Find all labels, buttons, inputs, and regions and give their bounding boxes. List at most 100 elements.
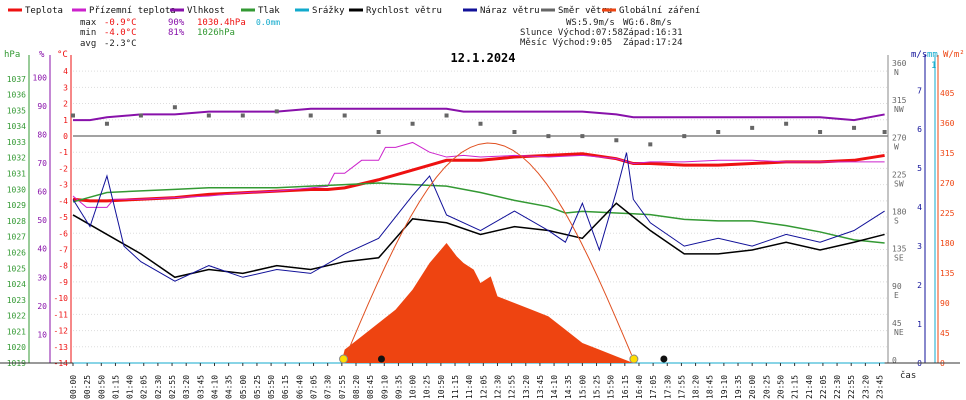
pressure-tick: 1029 [7, 201, 26, 210]
temp-tick: 2 [63, 100, 68, 109]
radiation-tick: 90 [940, 299, 950, 308]
wind-dir-point [410, 121, 415, 126]
legend-label: Globální záření [619, 6, 700, 16]
x-tick-label: 13:45 [536, 375, 545, 399]
x-tick-label: 02:30 [154, 375, 163, 399]
x-tick-label: 08:20 [352, 375, 361, 399]
hum-tick: 40 [37, 245, 47, 254]
hum-tick: 10 [37, 330, 47, 339]
x-tick-label: 11:40 [465, 375, 474, 399]
x-tick-label: 22:05 [819, 375, 828, 399]
legend-label: Tlak [258, 6, 280, 16]
x-tick-label: 18:45 [706, 375, 715, 399]
temp-tick: -5 [58, 213, 68, 222]
stats-max-temp: -0.9°C [104, 18, 137, 28]
x-tick-label: 07:55 [338, 375, 347, 399]
sun-set-info: Západ:16:31 [623, 28, 683, 38]
wind-dir-point [882, 130, 887, 134]
x-tick-label: 07:30 [324, 375, 333, 399]
wind-dir-point [784, 121, 789, 126]
stats-min-label: min [80, 28, 96, 38]
legend-label: Náraz větru [480, 6, 540, 16]
stats-min-hum: 81% [168, 28, 185, 38]
wind-dir-label: S [894, 217, 899, 226]
x-tick-label: 19:35 [734, 375, 743, 399]
legend: Teplota Přízemní teplota Vlhkost Tlak Srážky… [8, 6, 700, 16]
x-tick-label: 23:20 [861, 375, 870, 399]
x-tick-label: 05:25 [253, 375, 262, 399]
x-tick-label: 10:50 [437, 375, 446, 399]
chart-title: 12.1.2024 [450, 51, 515, 65]
pressure-tick: 1027 [7, 233, 26, 242]
wind-dir-point [614, 138, 619, 143]
wind-dir-label: SW [894, 179, 904, 188]
pressure-tick: 1024 [7, 280, 26, 289]
x-tick-label: 20:25 [762, 375, 771, 399]
pressure-tick: 1032 [7, 154, 26, 163]
wind-dir-point [682, 134, 687, 139]
series-p-zemn-teplota [72, 141, 885, 208]
stats-min-temp: -4.0°C [104, 28, 137, 38]
temp-tick: -3 [58, 181, 68, 190]
stats-max-label: max [80, 18, 97, 28]
wind-dir-point [138, 113, 143, 118]
x-tick-labels: 00:00 00:25 00:50 01:15 01:40 02:05 02:30 02:55… [69, 363, 885, 399]
wind-dir-tick: 180 [892, 208, 907, 217]
legend-label: Vlhkost [187, 6, 225, 16]
pressure-tick: 1034 [7, 122, 26, 131]
x-tick-label: 17:05 [649, 375, 658, 399]
wind-dir-tick: 225 [892, 170, 907, 179]
wind-dir-point [546, 134, 551, 139]
radiation-tick: 315 [940, 149, 955, 158]
x-tick-label: 09:35 [394, 375, 403, 399]
series-n-raz-v-tru [72, 152, 885, 282]
moonrise-marker [377, 355, 385, 363]
x-tick-label: 20:00 [748, 375, 757, 399]
wind-dir-tick: 315 [892, 96, 907, 105]
pressure-tick: 1022 [7, 312, 26, 321]
legend-label: Rychlost větru [366, 6, 442, 16]
unit-degc: °C [57, 50, 68, 60]
x-tick-label: 23:45 [876, 375, 885, 399]
hum-tick: 80 [37, 130, 47, 139]
moon-set-info: Západ:17:24 [623, 38, 683, 48]
x-tick-label: 04:35 [225, 375, 234, 399]
x-tick-label: 15:25 [593, 375, 602, 399]
pressure-tick: 1035 [7, 106, 26, 115]
x-tick-label: 20:50 [776, 375, 785, 399]
x-tick-label: 21:40 [805, 375, 814, 399]
moon-info: Měsíc Východ:9:05 [520, 38, 612, 48]
unit-hpa: hPa [4, 50, 20, 60]
pressure-tick: 1026 [7, 248, 26, 257]
temp-tick: 3 [63, 83, 68, 92]
radiation-tick: 135 [940, 269, 955, 278]
wind-dir-point [172, 105, 177, 110]
wind-dir-point [104, 121, 109, 126]
wind-dir-tick: 0 [892, 356, 897, 365]
x-tick-label: 15:50 [607, 375, 616, 399]
sun-info: Slunce Východ:07:58 [520, 28, 623, 38]
wind-wg: WG:6.8m/s [623, 18, 672, 28]
x-tick-label: 21:15 [791, 375, 800, 399]
x-tick-label: 18:20 [692, 375, 701, 399]
x-tick-label: 04:10 [210, 375, 219, 399]
hum-tick: 70 [37, 159, 47, 168]
wind-dir-point [240, 113, 245, 118]
radiation-tick: 45 [940, 329, 950, 338]
temp-tick: -4 [58, 197, 68, 206]
wind-dir-point [716, 130, 721, 134]
wind-ws: WS:5.9m/s [566, 18, 615, 28]
x-tick-label: 08:45 [366, 375, 375, 399]
temp-tick: 1 [63, 116, 68, 125]
x-tick-label: 16:15 [621, 375, 630, 399]
x-tick-label: 22:55 [847, 375, 856, 399]
series-wind-direction [71, 105, 887, 147]
wind-dir-tick: 360 [892, 59, 907, 68]
series-rychlost-v-tru [72, 202, 885, 279]
wind-speed-tick: 5 [917, 164, 922, 173]
wind-speed-tick: 3 [917, 242, 922, 251]
unit-mm-top: 1 [931, 61, 936, 71]
x-tick-label: 00:25 [83, 375, 92, 399]
sunrise-marker [339, 354, 349, 364]
